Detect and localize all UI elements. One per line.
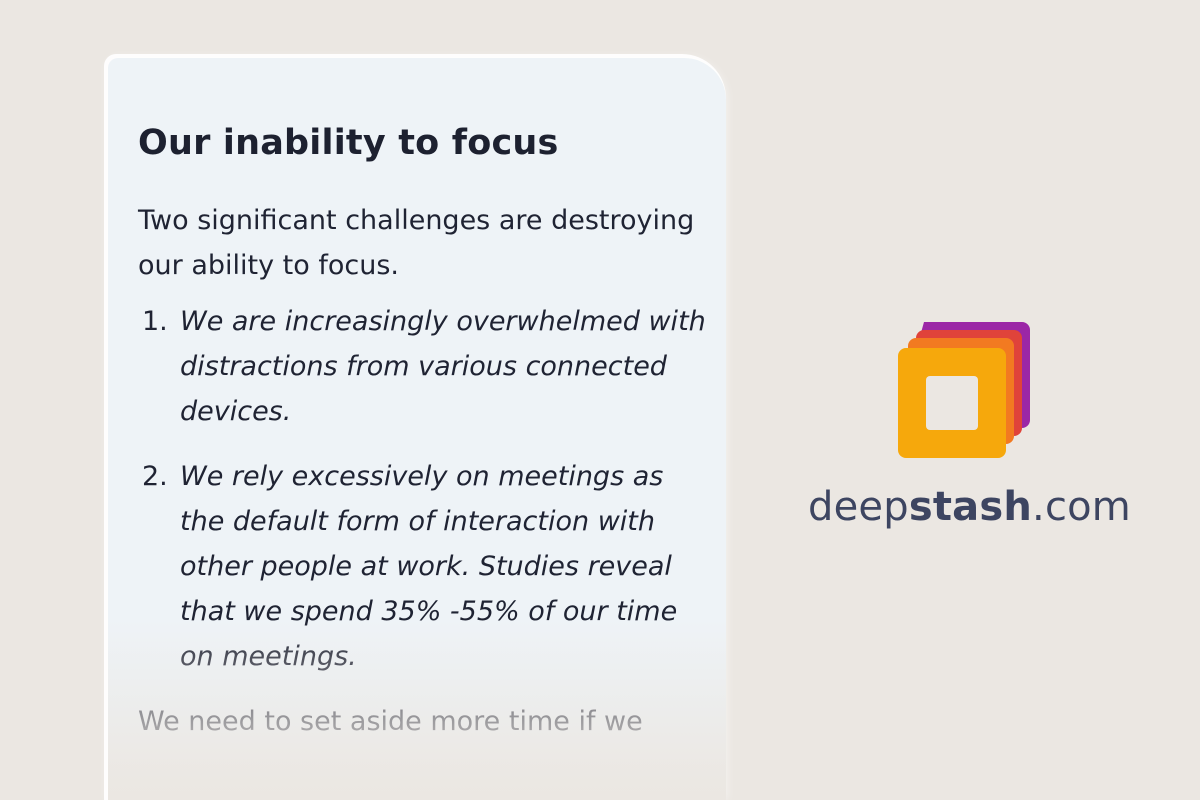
- card-outro: We need to set aside more time if we: [138, 706, 643, 737]
- idea-card: Our inability to focus Two significant c…: [108, 58, 726, 800]
- list-item: 2. We rely excessively on meetings as th…: [138, 454, 713, 679]
- card-intro: Two significant challenges are destroyin…: [138, 205, 695, 281]
- idea-card-content: Our inability to focus Two significant c…: [138, 118, 713, 771]
- logo-inner-square: [926, 376, 978, 430]
- brand-domain-suffix: .com: [1032, 484, 1131, 530]
- brand-domain-prefix: deep: [808, 484, 909, 530]
- list-item-text: We rely excessively on meetings as the d…: [180, 461, 678, 672]
- list-item-number: 1.: [142, 306, 168, 337]
- brand-domain-emphasis: stash: [908, 484, 1033, 530]
- list-item: 1. We are increasingly overwhelmed with …: [138, 299, 713, 434]
- card-title: Our inability to focus: [138, 123, 559, 163]
- list-item-text: We are increasingly overwhelmed with dis…: [180, 306, 706, 427]
- deepstash-logo-icon: [898, 322, 1030, 458]
- brand-domain: deepstash.com: [808, 482, 1131, 532]
- brand-block: deepstash.com: [808, 318, 1131, 538]
- list-item-number: 2.: [142, 461, 168, 492]
- challenges-list: 1. We are increasingly overwhelmed with …: [138, 299, 713, 679]
